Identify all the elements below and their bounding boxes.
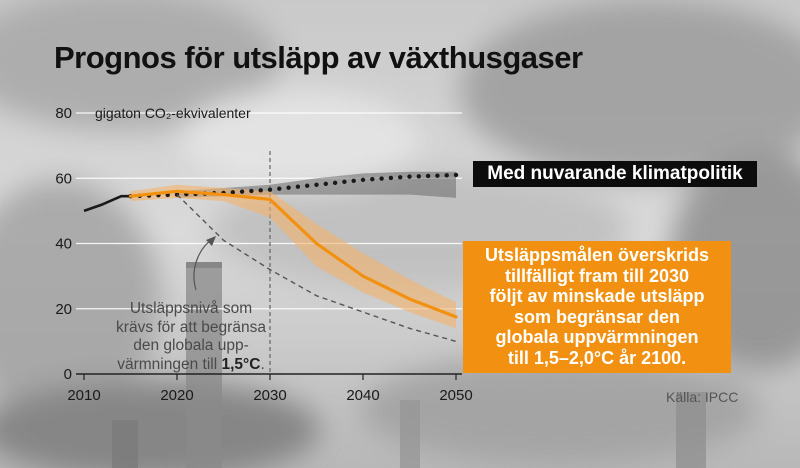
y-axis-label: gigaton CO₂-ekvivalenter — [95, 105, 251, 121]
x-tick-label-2050: 2050 — [439, 387, 472, 404]
required-line-3: den globala upp- — [133, 337, 249, 354]
chart-title: Prognos för utsläpp av växthusgaser — [54, 40, 583, 75]
x-tick-label-2040: 2040 — [346, 387, 379, 404]
required-line-2: krävs för att begränsa — [116, 318, 266, 336]
source-credit: Källa: IPCC — [666, 389, 739, 405]
current-policy-dot — [239, 189, 245, 194]
required-path-annotation: Utsläppsnivå som krävs för att begränsa … — [96, 300, 286, 374]
x-tick-label-2030: 2030 — [253, 387, 286, 404]
current-policy-dot — [258, 188, 263, 193]
current-policy-dot — [332, 180, 338, 186]
current-policy-dot — [305, 183, 310, 188]
y-tick-label-20: 20 — [55, 301, 72, 318]
target-line-6: till 1,5–2,0°C år 2100. — [507, 347, 687, 368]
current-policy-dot — [360, 177, 366, 183]
target_band-area — [130, 184, 456, 329]
y-tick-label-40: 40 — [55, 236, 72, 253]
current-policy-dot — [277, 186, 282, 191]
required-line-4-text: värmningen till — [117, 355, 222, 373]
x-tick-label-2010: 2010 — [67, 387, 100, 404]
current-policy-dot — [388, 175, 394, 181]
current-policy-dot — [342, 179, 347, 185]
required-pointer-arrow — [193, 237, 215, 291]
current-policy-dot — [444, 173, 449, 178]
required-path-line — [176, 194, 457, 343]
current-policy-dot — [453, 172, 459, 178]
target-line-3: följt av minskade utsläpp — [489, 286, 705, 306]
target-path-annotation: Utsläppsmålen överskrids tillfälligt fra… — [463, 241, 731, 373]
required-line-1: Utsläppsnivå som — [129, 300, 253, 317]
target-path-line — [128, 189, 458, 319]
historical-line — [83, 194, 131, 213]
required-pointer-arrowhead — [206, 236, 216, 246]
target-line-4: som begränsar den — [513, 306, 681, 327]
x-tick-label-2020: 2020 — [160, 387, 193, 404]
current-policy-dot — [286, 185, 291, 190]
current-policy-label: Med nuvarande klimatpolitik — [473, 161, 757, 187]
target-line-2: tillfälligt fram till 2030 — [504, 265, 690, 286]
required-line-4: värmningen till 1,5°C. — [96, 356, 286, 375]
y-tick-label-80: 80 — [55, 105, 72, 122]
current-policy-dot — [407, 174, 412, 179]
current-policy-dot — [314, 182, 319, 187]
y-tick-label-0: 0 — [64, 366, 72, 383]
current-policy-dot — [351, 178, 356, 184]
current-policy-dot — [323, 181, 328, 186]
current-policy-dot — [267, 187, 273, 192]
current-policy-dot — [435, 173, 440, 178]
y-tick-label-60: 60 — [55, 170, 72, 187]
current-policy-dot — [295, 184, 301, 189]
current-policy-dot — [425, 173, 431, 179]
current-policy-dot — [379, 176, 384, 181]
current-policy-dot — [370, 177, 375, 182]
required-line-4-end: . — [260, 355, 265, 373]
current-policy-dot — [249, 188, 254, 194]
target-line-5: globala uppvärmningen — [495, 327, 699, 347]
current-policy-dot — [398, 175, 403, 180]
target-line-1: Utsläppsmålen överskrids — [484, 245, 710, 265]
current-policy-dot — [416, 174, 421, 179]
current-policy-dot — [230, 190, 235, 195]
required-line-4-bold: 1,5°C — [221, 355, 261, 373]
